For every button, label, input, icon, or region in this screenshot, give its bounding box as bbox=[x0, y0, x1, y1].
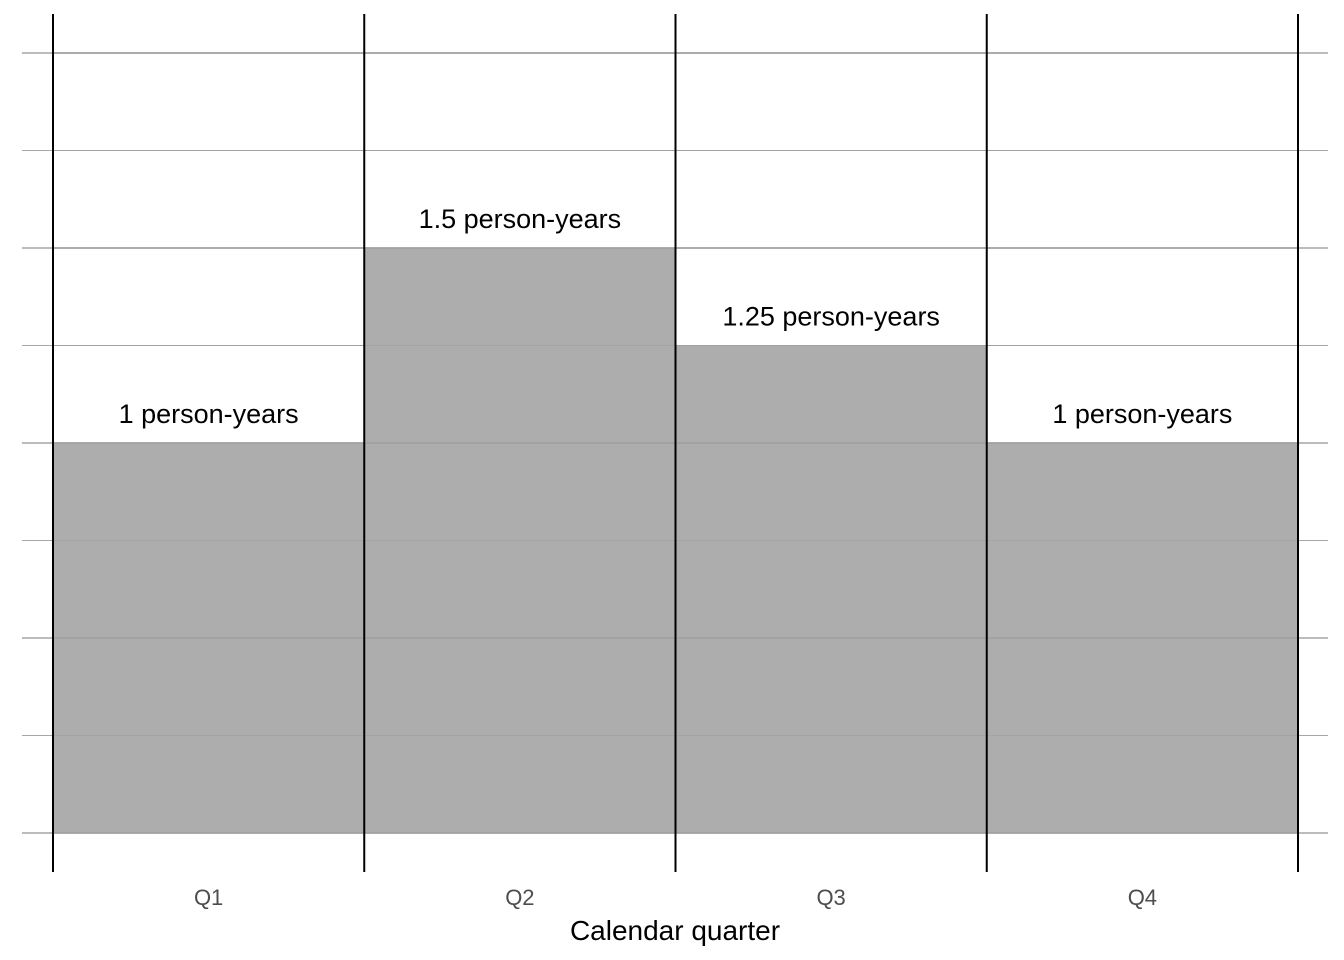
x-tick-label-q1: Q1 bbox=[194, 885, 223, 910]
category-separators bbox=[52, 14, 1299, 872]
data-labels: 1 person-years 1.5 person-years 1.25 perso… bbox=[119, 204, 1233, 429]
bar-q2 bbox=[364, 248, 676, 833]
x-tick-label-q3: Q3 bbox=[816, 885, 845, 910]
x-tick-label-q4: Q4 bbox=[1128, 885, 1157, 910]
x-axis-title: Calendar quarter bbox=[570, 915, 780, 946]
bars bbox=[53, 52, 1298, 834]
data-label-q1: 1 person-years bbox=[119, 399, 299, 429]
x-tick-labels: Q1 Q2 Q3 Q4 bbox=[194, 885, 1157, 910]
bar-q3 bbox=[675, 345, 987, 833]
data-label-q2: 1.5 person-years bbox=[419, 204, 622, 234]
data-label-q4: 1 person-years bbox=[1052, 399, 1232, 429]
x-tick-label-q2: Q2 bbox=[505, 885, 534, 910]
data-label-q3: 1.25 person-years bbox=[722, 302, 940, 332]
